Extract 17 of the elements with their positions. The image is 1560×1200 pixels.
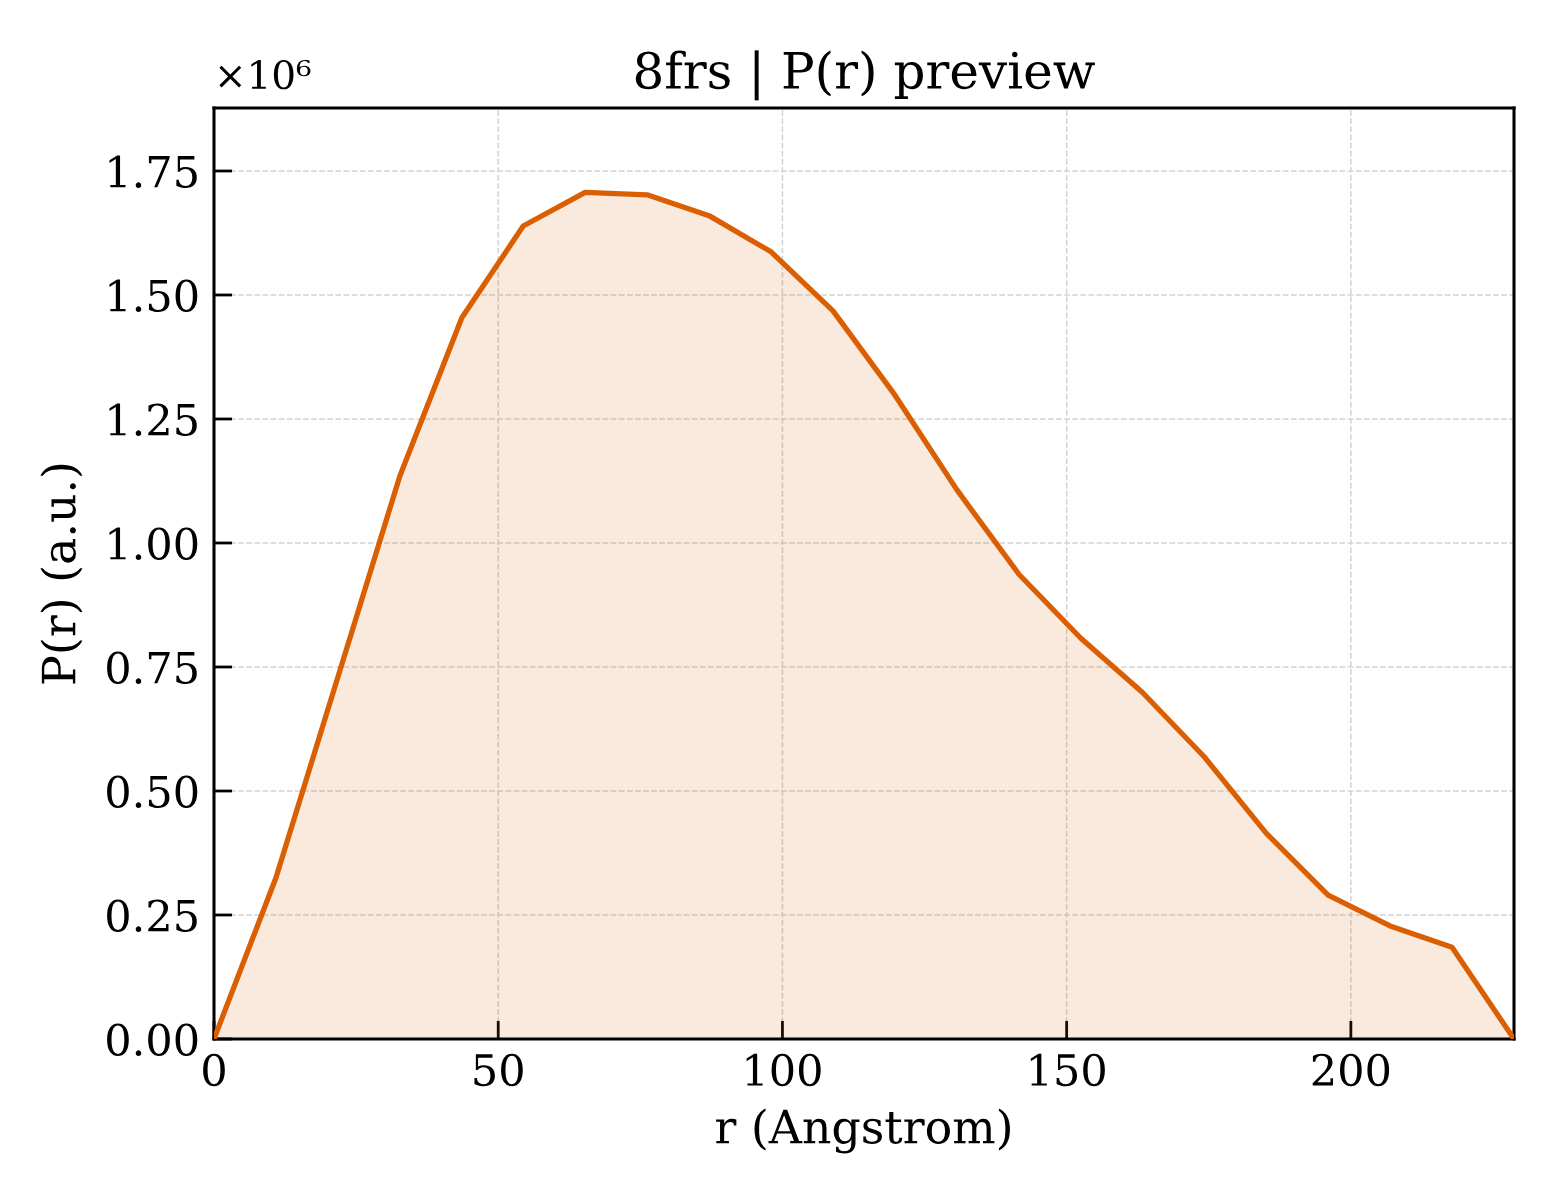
y-tick-label: 1.00	[109, 527, 198, 560]
y-tick-label: 0.25	[107, 899, 197, 932]
x-tick-label: 150	[1030, 1053, 1105, 1087]
y-axis-title: P(r) (a.u.)	[40, 464, 83, 684]
x-tick-label: 50	[474, 1053, 523, 1087]
y-tick-label: 1.50	[109, 279, 198, 312]
x-tick-label: 200	[1312, 1053, 1390, 1087]
y-tick-label: 0.50	[107, 775, 198, 808]
x-axis-title: r (Angstrom)	[716, 1108, 1010, 1154]
y-tick-label: 1.75	[109, 155, 197, 188]
y-tick-label: 0.00	[107, 1023, 198, 1056]
text: ×10⁶	[219, 59, 311, 90]
y-tick-label: 0.75	[107, 651, 197, 684]
x-tick-label: 0	[203, 1053, 225, 1087]
chart-title: 8frs | P(r) preview	[635, 50, 1095, 101]
y-tick-label: 1.25	[109, 403, 197, 436]
x-tick-label: 100	[746, 1053, 821, 1087]
